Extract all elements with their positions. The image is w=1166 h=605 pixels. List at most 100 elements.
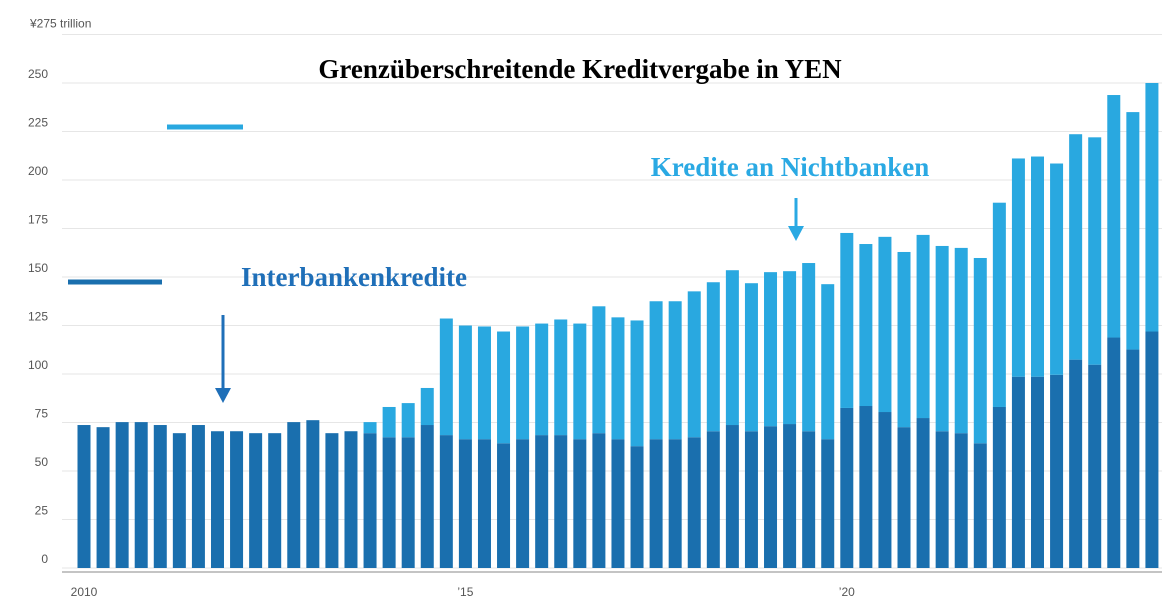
bar-segment xyxy=(1011,376,1025,568)
y-tick-label: 225 xyxy=(28,116,48,130)
y-tick-label: 100 xyxy=(28,358,48,372)
bar-segment xyxy=(1050,374,1064,568)
bar-segment xyxy=(840,407,854,568)
y-tick-label: 125 xyxy=(28,310,48,324)
bar-segment xyxy=(497,443,511,568)
bar-segment xyxy=(973,443,987,568)
bar-segment xyxy=(916,418,930,568)
bar-segment xyxy=(268,433,282,568)
bar-segment xyxy=(630,320,644,447)
bar-segment xyxy=(878,236,892,413)
bar-segment xyxy=(401,437,415,568)
bar-segment xyxy=(878,412,892,568)
bar-segment xyxy=(764,272,778,427)
bar-segment xyxy=(802,263,816,432)
bar-segment xyxy=(77,425,91,568)
bar-segment xyxy=(401,403,415,438)
bar-segment xyxy=(210,431,224,568)
bar-segment xyxy=(992,406,1006,568)
bar-segment xyxy=(458,439,472,568)
y-tick-label: 175 xyxy=(28,213,48,227)
y-tick-label: 150 xyxy=(28,261,48,275)
bar-segment xyxy=(230,431,244,568)
bar-segment xyxy=(1011,158,1025,377)
bar-segment xyxy=(611,317,625,440)
bar-segment xyxy=(1107,337,1121,568)
bar-segment xyxy=(1088,137,1102,365)
x-tick-label: ’15 xyxy=(457,585,473,599)
bar-segment xyxy=(115,422,129,568)
bar-segment xyxy=(859,406,873,568)
bar-segment xyxy=(935,245,949,432)
y-tick-label: 0 xyxy=(41,552,48,566)
bar-segment xyxy=(287,422,301,568)
bar-segment xyxy=(1069,359,1083,568)
bar-segment xyxy=(840,232,854,408)
bar-segment xyxy=(1126,112,1140,350)
bar-segment xyxy=(363,422,377,434)
bar-segment xyxy=(325,433,339,568)
bar-segment xyxy=(821,284,835,440)
bar-segment xyxy=(344,431,358,568)
bar-segment xyxy=(897,427,911,568)
bar-segment xyxy=(535,435,549,568)
annotation: Kredite an Nichtbanken xyxy=(651,152,930,182)
bar-segment xyxy=(630,446,644,568)
bar-segment xyxy=(744,283,758,432)
bar-segment xyxy=(458,325,472,440)
bar-segment xyxy=(172,433,186,568)
bar-segment xyxy=(725,425,739,568)
bar-segment xyxy=(973,257,987,444)
bar-segment xyxy=(668,439,682,568)
bar-segment xyxy=(554,435,568,568)
bar-segment xyxy=(477,439,491,568)
bar-segment xyxy=(897,251,911,428)
bar-segment xyxy=(535,323,549,436)
bar-segment xyxy=(954,433,968,568)
bar-segment xyxy=(1126,349,1140,568)
bar-segment xyxy=(477,326,491,440)
y-tick-label: 250 xyxy=(28,67,48,81)
chart-title: Grenzüberschreitende Kreditvergabe in YE… xyxy=(318,54,842,84)
bar-segment xyxy=(497,331,511,444)
bar-segment xyxy=(96,427,110,568)
bar-segment xyxy=(859,244,873,407)
bar-segment xyxy=(783,271,797,425)
bar-segment xyxy=(649,301,663,440)
bar-segment xyxy=(420,425,434,568)
bar-segment xyxy=(439,435,453,568)
bar-segment xyxy=(134,422,148,568)
bar-segment xyxy=(516,439,530,568)
bar-segment xyxy=(1145,83,1159,332)
annotation: Interbankenkredite xyxy=(241,262,467,292)
bar-segment xyxy=(249,433,263,568)
y-tick-label: 200 xyxy=(28,164,48,178)
bar-segment xyxy=(420,387,434,426)
bar-segment xyxy=(1088,364,1102,568)
bar-segment xyxy=(1107,95,1121,338)
bar-segment xyxy=(764,426,778,568)
y-tick-label: ¥275 trillion xyxy=(29,17,91,31)
bar-segment xyxy=(382,437,396,568)
bar-segment xyxy=(954,247,968,434)
arrow xyxy=(215,198,804,403)
bar-segment xyxy=(802,431,816,568)
bar-segment xyxy=(935,431,949,568)
x-tick-label: 2010 xyxy=(71,585,98,599)
bar-segment xyxy=(687,437,701,568)
bar-segment xyxy=(573,323,587,440)
bar-segment xyxy=(592,306,606,434)
bar-segment xyxy=(783,424,797,568)
bar-segment xyxy=(516,326,530,440)
x-tick-label: ’20 xyxy=(839,585,855,599)
y-tick-label: 50 xyxy=(35,455,49,469)
bar-segment xyxy=(153,425,167,568)
bar-segment xyxy=(191,425,205,568)
bar-segment xyxy=(306,420,320,568)
bar-segment xyxy=(992,202,1006,407)
bar-segment xyxy=(649,439,663,568)
bar-segment xyxy=(821,439,835,568)
bar-segment xyxy=(1031,376,1044,568)
bar-segment xyxy=(1145,331,1159,568)
